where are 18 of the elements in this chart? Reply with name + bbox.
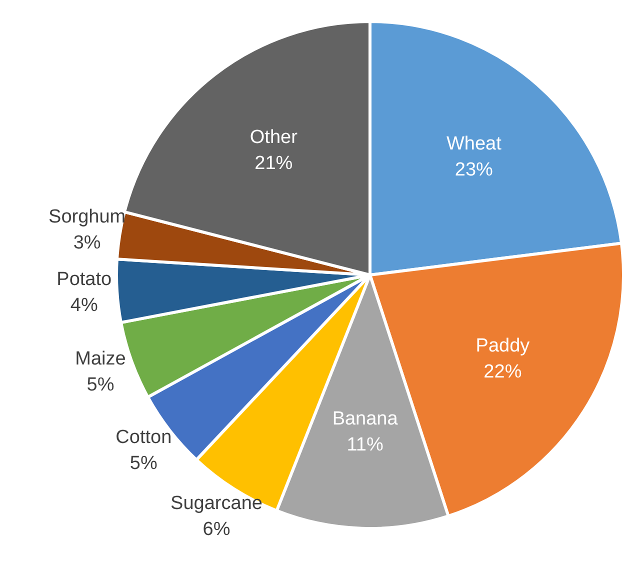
slice-label: Sorghum — [48, 206, 126, 228]
data-label: 4% — [70, 295, 98, 316]
data-label: 6% — [202, 519, 230, 540]
slice-label: Sugarcane — [170, 493, 262, 514]
slice-label: Wheat — [446, 133, 502, 154]
data-label: 21% — [254, 153, 293, 174]
data-label: 3% — [73, 232, 101, 254]
slice-label: Maize — [75, 348, 126, 370]
slice-label: Banana — [332, 408, 398, 430]
slice-label: Paddy — [476, 335, 530, 356]
data-label: 22% — [484, 361, 522, 382]
data-label: 5% — [86, 374, 114, 396]
data-label: 11% — [346, 434, 384, 456]
data-label: 5% — [130, 452, 158, 474]
slice-label: Cotton — [116, 426, 172, 448]
data-label: 23% — [454, 159, 494, 180]
slice-label: Other — [250, 127, 298, 148]
slice-label: Potato — [56, 269, 112, 290]
